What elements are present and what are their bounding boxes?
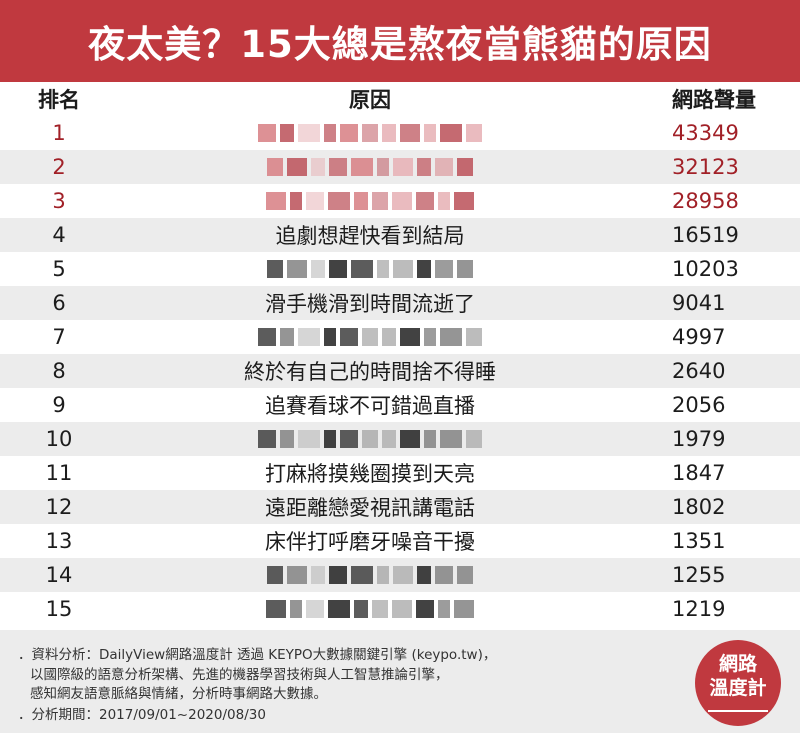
pixelated-text-mosaic [266,192,474,210]
table-row: 8 終於有自己的時間捨不得睡 2640 [0,354,800,388]
pixelated-text-mosaic [267,566,473,584]
volume-cell: 2640 [672,359,726,383]
reason-cell: 追劇想趕快看到結局 [275,224,465,248]
table-row: 13 床伴打呼磨牙噪音干擾 1351 [0,524,800,558]
reason-cell-blurred [150,252,590,286]
rank-cell: 6 [52,291,66,315]
volume-cell: 43349 [672,121,739,145]
reason-cell: 遠距離戀愛視訊講電話 [265,496,475,520]
footer-line: 以國際級的語意分析架構、先進的機器學習技術與人工智慧推論引擎， [30,667,449,683]
logo-line-icon [708,700,768,712]
rank-cell: 4 [52,223,66,247]
footer-notes: ．資料分析：DailyView網路溫度計 透過 KEYPO大數據關鍵引擎 (ke… [0,630,800,733]
volume-cell: 1979 [672,427,726,451]
table-body: 1 43349 2 32123 3 28958 4 追劇想趕快看到結局 16519 5 10203 6… [0,116,800,626]
volume-cell: 4997 [672,325,726,349]
rank-cell: 1 [52,121,66,145]
table-row: 9 追賽看球不可錯過直播 2056 [0,388,800,422]
table-row: 15 1219 [0,592,800,626]
table-row: 12 遠距離戀愛視訊講電話 1802 [0,490,800,524]
rank-cell: 10 [45,427,73,451]
table-row: 10 1979 [0,422,800,456]
reason-cell-blurred [150,558,590,592]
volume-cell: 9041 [672,291,726,315]
reason-cell: 終於有自己的時間捨不得睡 [244,360,496,384]
rank-cell: 3 [52,189,66,213]
volume-cell: 28958 [672,189,739,213]
reason-cell: 床伴打呼磨牙噪音干擾 [265,530,475,554]
pixelated-text-mosaic [266,600,474,618]
reason-cell-blurred [150,116,590,150]
footer-line: 感知網友語意脈絡與情緒，分析時事網路大數據。 [30,686,327,702]
table-header: 排名 原因 網路聲量 [0,82,800,116]
page-title: 夜太美？15大總是熬夜當熊貓的原因 [0,0,800,82]
table-row: 14 1255 [0,558,800,592]
column-header-reason: 原因 [349,88,391,112]
ranking-table: 排名 原因 網路聲量 1 43349 2 32123 3 28958 4 追劇想趕快看到結局 1… [0,82,800,626]
brand-logo: 網路 溫度計 [695,640,781,726]
table-row: 5 10203 [0,252,800,286]
rank-cell: 2 [52,155,66,179]
reason-cell-blurred [150,320,590,354]
logo-text: 溫度計 [709,677,767,699]
pixelated-text-mosaic [267,158,473,176]
footer-line: ．分析期間：2017/09/01~2020/08/30 [18,707,266,723]
volume-cell: 16519 [672,223,739,247]
pixelated-text-mosaic [258,328,482,346]
reason-cell: 打麻將摸幾圈摸到天亮 [265,462,475,486]
volume-cell: 1802 [672,495,726,519]
table-row: 2 32123 [0,150,800,184]
rank-cell: 15 [45,597,73,621]
logo-text: 網路 [718,653,757,675]
table-row: 3 28958 [0,184,800,218]
table-row: 11 打麻將摸幾圈摸到天亮 1847 [0,456,800,490]
rank-cell: 11 [45,461,73,485]
footer-line: ．資料分析：DailyView網路溫度計 透過 KEYPO大數據關鍵引擎 (ke… [18,647,497,663]
volume-cell: 1255 [672,563,726,587]
table-row: 7 4997 [0,320,800,354]
reason-cell: 追賽看球不可錯過直播 [265,394,475,418]
rank-cell: 5 [52,257,66,281]
reason-cell-blurred [150,150,590,184]
rank-cell: 12 [45,495,73,519]
reason-cell: 滑手機滑到時間流逝了 [265,292,475,316]
reason-cell-blurred [150,592,590,626]
column-header-volume: 網路聲量 [672,88,756,112]
volume-cell: 2056 [672,393,726,417]
rank-cell: 9 [52,393,66,417]
rank-cell: 8 [52,359,66,383]
pixelated-text-mosaic [258,430,482,448]
table-row: 6 滑手機滑到時間流逝了 9041 [0,286,800,320]
volume-cell: 32123 [672,155,739,179]
pixelated-text-mosaic [258,124,482,142]
pixelated-text-mosaic [267,260,473,278]
volume-cell: 1219 [672,597,726,621]
volume-cell: 1847 [672,461,726,485]
volume-cell: 10203 [672,257,739,281]
rank-cell: 7 [52,325,66,349]
reason-cell-blurred [150,184,590,218]
table-row: 4 追劇想趕快看到結局 16519 [0,218,800,252]
column-header-rank: 排名 [38,88,80,112]
volume-cell: 1351 [672,529,726,553]
rank-cell: 13 [45,529,73,553]
rank-cell: 14 [45,563,73,587]
table-row: 1 43349 [0,116,800,150]
reason-cell-blurred [150,422,590,456]
